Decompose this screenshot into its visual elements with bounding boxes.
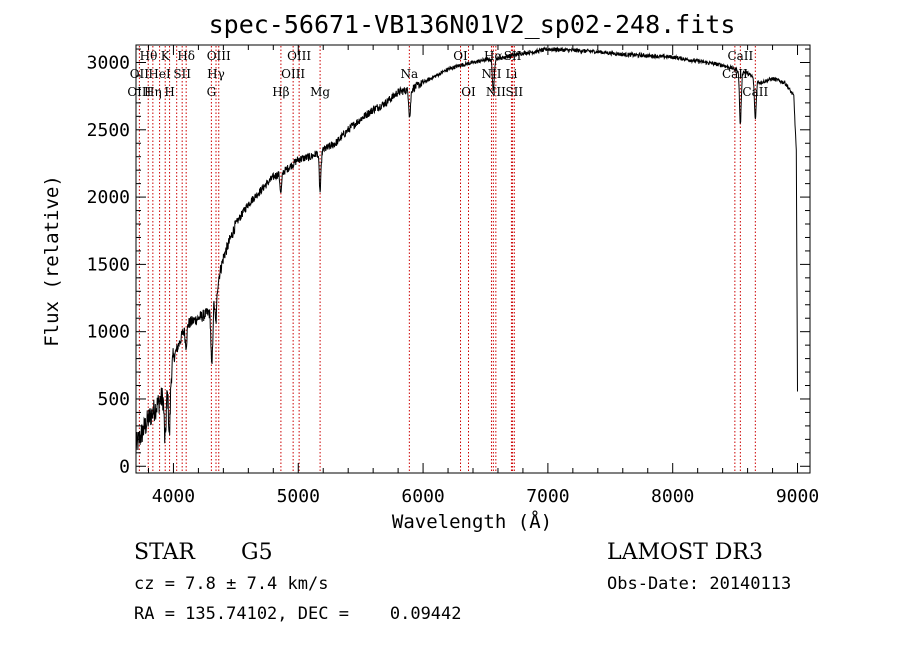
plot-frame xyxy=(135,44,811,474)
line-marker-label: Li xyxy=(506,67,518,81)
coordinates-text: RA = 135.74102, DEC = 0.09442 xyxy=(134,604,462,624)
line-marker-label: OIII xyxy=(287,49,311,63)
obs-date-text: Obs-Date: 20140113 xyxy=(607,574,792,594)
line-marker-label: OII xyxy=(130,67,150,81)
y-tick-label: 1000 xyxy=(87,322,130,343)
line-marker-label: Hδ xyxy=(177,49,195,63)
line-marker-label: OIII xyxy=(207,49,231,63)
line-marker-label: Na xyxy=(401,67,419,81)
line-marker-label: SII xyxy=(505,85,523,99)
line-marker-label: G xyxy=(207,85,217,99)
spectrum-line xyxy=(135,46,798,451)
y-axis-label: Flux (relative) xyxy=(41,175,63,347)
x-tick-label: 4000 xyxy=(152,486,195,507)
object-class: STAR xyxy=(134,540,195,565)
line-marker-label: CaII xyxy=(742,85,768,99)
y-tick-label: 3000 xyxy=(87,52,130,73)
y-tick-label: 1500 xyxy=(87,254,130,275)
line-marker-label: CaII xyxy=(722,67,748,81)
object-subclass: G5 xyxy=(241,540,273,565)
y-axis-ticks: 0 500 1000 1500 2000 2500 3000 xyxy=(87,48,810,477)
line-marker-label: NII xyxy=(481,67,501,81)
line-marker-label: Hβ xyxy=(272,85,289,99)
line-marker-label: Mg xyxy=(310,85,330,99)
line-marker-label: Hη xyxy=(144,85,162,99)
x-tick-label: 6000 xyxy=(401,486,444,507)
line-marker-label: Hθ xyxy=(140,49,158,63)
line-marker-label: OI xyxy=(461,85,476,99)
y-tick-label: 2500 xyxy=(87,120,130,141)
line-marker-label: NII xyxy=(486,85,506,99)
x-axis-ticks: 4000 5000 6000 7000 8000 9000 xyxy=(147,45,819,507)
line-marker-label: OI xyxy=(453,49,468,63)
line-marker-label: HeI xyxy=(148,67,171,81)
y-tick-label: 0 xyxy=(119,456,130,477)
y-tick-label: 500 xyxy=(97,389,130,410)
redshift-text: cz = 7.8 ± 7.4 km/s xyxy=(134,574,329,594)
x-axis-label: Wavelength (Å) xyxy=(392,510,552,533)
line-marker-label: Hγ xyxy=(207,67,225,81)
line-markers xyxy=(138,46,756,472)
x-tick-label: 9000 xyxy=(776,486,819,507)
line-marker-label: H xyxy=(164,85,174,99)
line-marker-label: Hα xyxy=(484,49,503,63)
line-marker-label: K xyxy=(161,49,171,63)
survey-name: LAMOST DR3 xyxy=(607,540,763,565)
x-tick-label: 5000 xyxy=(277,486,320,507)
line-marker-label: SII xyxy=(173,67,191,81)
chart-title: spec-56671-VB136N01V2_sp02-248.fits xyxy=(209,10,736,39)
line-marker-label: OIII xyxy=(281,67,305,81)
x-tick-label: 8000 xyxy=(651,486,694,507)
line-marker-label: OIII xyxy=(127,85,151,99)
y-tick-label: 2000 xyxy=(87,187,130,208)
line-marker-label: CaII xyxy=(727,49,753,63)
x-tick-label: 7000 xyxy=(526,486,569,507)
